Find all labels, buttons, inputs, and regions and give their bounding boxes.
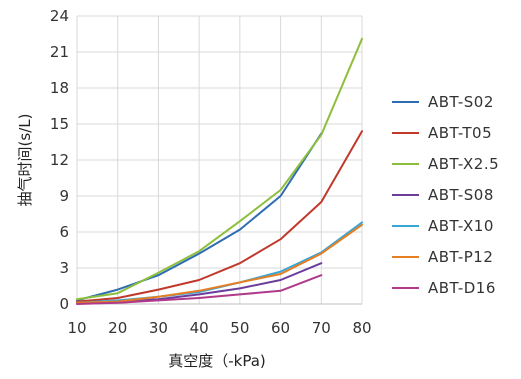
series-line-abt-t05 [76, 130, 363, 303]
y-tick-label: 0 [59, 295, 69, 313]
series-line-abt-d16 [76, 274, 323, 305]
grid [76, 15, 363, 305]
series-line-abt-s02 [76, 132, 323, 302]
y-tick-label: 24 [50, 7, 69, 25]
legend-label: ABT-D16 [428, 279, 496, 297]
legend-label: ABT-S02 [428, 93, 494, 111]
y-tick-label: 21 [50, 43, 69, 61]
series-line-abt-p12 [76, 223, 363, 304]
x-tick-label: 60 [271, 319, 290, 337]
y-axis-label: 抽气时间(s/L) [16, 114, 34, 207]
legend-label: ABT-S08 [428, 186, 494, 204]
y-tick-label: 6 [59, 223, 69, 241]
x-axis-label: 真空度（-kPa) [168, 352, 266, 370]
legend-label: ABT-P12 [428, 248, 493, 266]
x-tick-label: 70 [312, 319, 331, 337]
y-tick-label: 12 [50, 151, 69, 169]
y-tick-label: 15 [50, 115, 69, 133]
x-tick-label: 10 [67, 319, 86, 337]
series-lines [76, 37, 363, 305]
legend-label: ABT-X10 [428, 217, 494, 235]
x-tick-label: 20 [108, 319, 127, 337]
y-tick-labels: 0 3 6 9 12 15 18 21 24 [50, 7, 69, 313]
legend-label: ABT-T05 [428, 124, 492, 142]
y-tick-label: 3 [59, 259, 69, 277]
x-tick-label: 40 [190, 319, 209, 337]
x-tick-label: 30 [149, 319, 168, 337]
legend-label: ABT-X2.5 [428, 155, 499, 173]
x-tick-label: 50 [230, 319, 249, 337]
x-tick-labels: 10 20 30 40 50 60 70 80 [67, 319, 371, 337]
legend: ABT-S02 ABT-T05 ABT-X2.5 ABT-S08 ABT-X10 ABT-… [392, 93, 499, 297]
series-line-abt-x2-5 [76, 37, 363, 301]
y-tick-label: 18 [50, 79, 69, 97]
y-tick-label: 9 [59, 187, 69, 205]
x-tick-label: 80 [352, 319, 371, 337]
